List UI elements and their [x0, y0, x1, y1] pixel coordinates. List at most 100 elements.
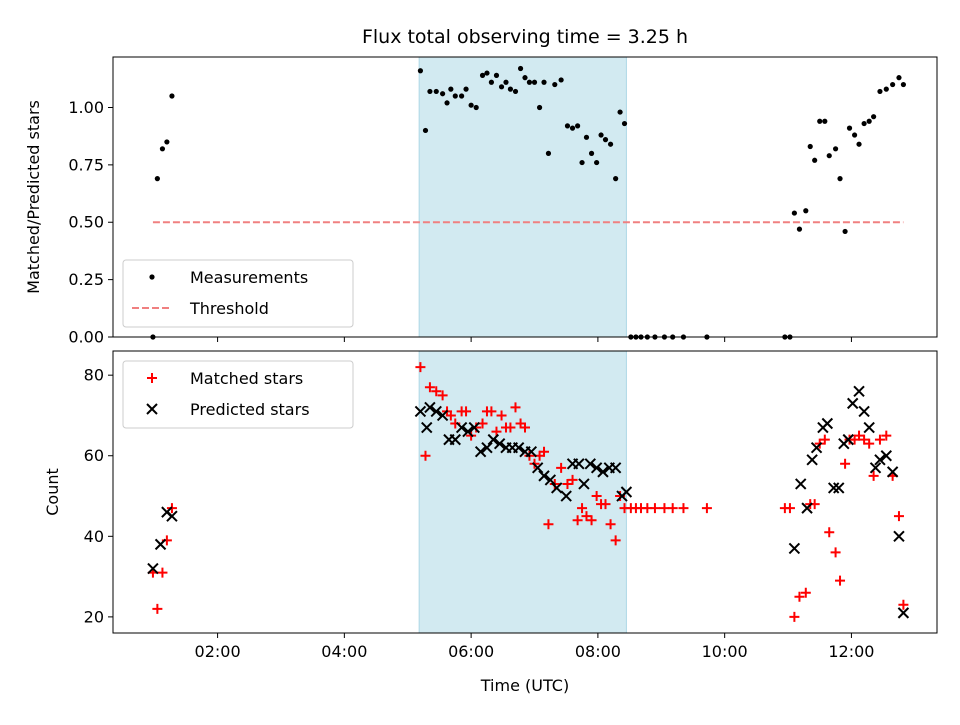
legend-box — [122, 360, 354, 429]
measurement-point — [422, 127, 429, 134]
measurement-point — [583, 134, 590, 140]
measurement-point — [883, 86, 889, 92]
matched-star-point — [881, 430, 892, 441]
measurement-point — [498, 84, 505, 90]
measurement-point — [507, 86, 514, 92]
measurement-point — [552, 81, 558, 88]
predicted-star-point — [166, 510, 178, 522]
predicted-star-point — [806, 454, 818, 466]
predicted-star-point — [853, 385, 865, 397]
measurement-point — [877, 88, 883, 95]
matched-star-point — [431, 386, 442, 397]
predicted-star-point — [462, 425, 474, 438]
predicted-star-point — [512, 441, 525, 454]
predicted-star-point — [421, 421, 433, 434]
observing-window-span — [418, 56, 627, 338]
matched-star-point — [445, 410, 456, 421]
predicted-star-point — [414, 405, 427, 418]
measurement-point — [607, 141, 614, 147]
measurement-point — [541, 79, 547, 85]
measurement-point — [493, 72, 500, 78]
measurement-point — [503, 79, 509, 85]
legend-entry: Matched stars — [190, 369, 303, 388]
matched-star-point — [437, 390, 448, 401]
predicted-star-point — [578, 478, 590, 490]
predicted-star-point — [801, 502, 813, 514]
measurement-point — [522, 75, 528, 81]
measurement-point — [613, 176, 619, 182]
y-tick-label: 80 — [84, 366, 104, 385]
measurement-point — [159, 146, 166, 152]
predicted-star-point — [827, 482, 840, 494]
matched-star-point — [577, 503, 588, 514]
measurement-point — [588, 150, 595, 156]
matched-star-point — [854, 430, 865, 441]
matched-star-point — [581, 511, 592, 522]
measurement-point — [842, 228, 848, 235]
predicted-star-point — [436, 409, 449, 422]
measurement-point — [164, 139, 170, 145]
predicted-star-point — [858, 405, 870, 418]
matched-star-point — [486, 406, 497, 417]
legend-predicted-swatch — [146, 403, 158, 415]
predicted-star-point — [573, 458, 585, 470]
measurement-point — [791, 210, 797, 216]
measurement-point — [468, 102, 474, 108]
measurement-point — [856, 141, 862, 147]
matched-star-point — [610, 535, 621, 546]
measurement-point — [822, 118, 828, 124]
measurement-point — [598, 132, 604, 138]
matched-star-point — [572, 515, 583, 526]
matched-star-point — [794, 591, 805, 602]
predicted-star-point — [863, 421, 875, 434]
measurement-point — [890, 81, 896, 88]
predicted-star-point — [869, 462, 882, 474]
matched-star-point — [835, 575, 846, 586]
matched-star-point — [840, 458, 851, 469]
y-tick-label: 40 — [84, 527, 104, 546]
measurement-point — [803, 208, 809, 214]
ratio-panel: 0.00 0.25 0.50 0.75 1.00 Flux total observing… — [24, 26, 938, 347]
measurement-point — [796, 226, 803, 232]
predicted-star-point — [550, 482, 563, 494]
matched-star-point — [824, 527, 835, 538]
predicted-star-point — [424, 401, 436, 414]
measurement-point — [427, 88, 433, 95]
predicted-star-point — [531, 462, 544, 474]
count-panel: 20 40 60 80 02:00 04:00 06:00 08:00 10:00 12:00 Co… — [43, 350, 938, 695]
measurement-point — [558, 77, 564, 83]
predicted-star-point — [544, 474, 557, 486]
predicted-star-point — [821, 417, 834, 430]
y-tick-label: 0.25 — [68, 270, 104, 289]
measurement-point — [594, 159, 600, 166]
measurement-point — [826, 153, 832, 159]
matched-star-point — [562, 478, 573, 489]
matched-star-point — [649, 503, 660, 514]
measurement-point — [417, 68, 424, 74]
measurement-point — [545, 150, 552, 156]
y-tick-label: 0.50 — [68, 213, 104, 232]
measurement-point — [617, 109, 623, 115]
measurement-point — [512, 88, 519, 95]
x-axis-label: Time (UTC) — [480, 676, 569, 695]
predicted-star-point — [810, 441, 823, 454]
measurement-point — [896, 75, 902, 81]
measurement-point — [169, 93, 175, 99]
matched-star-point — [520, 422, 530, 433]
measurement-point — [433, 88, 439, 95]
predicted-star-point — [455, 421, 468, 434]
measurement-point — [871, 114, 877, 120]
predicted-star-point — [493, 437, 506, 450]
x-tick-label: 12:00 — [828, 642, 874, 661]
matched-star-point — [784, 503, 795, 514]
y-tick-label: 1.00 — [68, 98, 104, 117]
predicted-star-point — [487, 433, 500, 446]
measurement-point — [154, 176, 160, 182]
matched-star-point — [496, 410, 507, 421]
predicted-star-point — [154, 538, 167, 551]
matched-star-point — [556, 462, 567, 473]
chart-title: Flux total observing time = 3.25 h — [362, 26, 688, 48]
predicted-star-point — [846, 397, 859, 410]
measurement-point — [564, 123, 571, 129]
